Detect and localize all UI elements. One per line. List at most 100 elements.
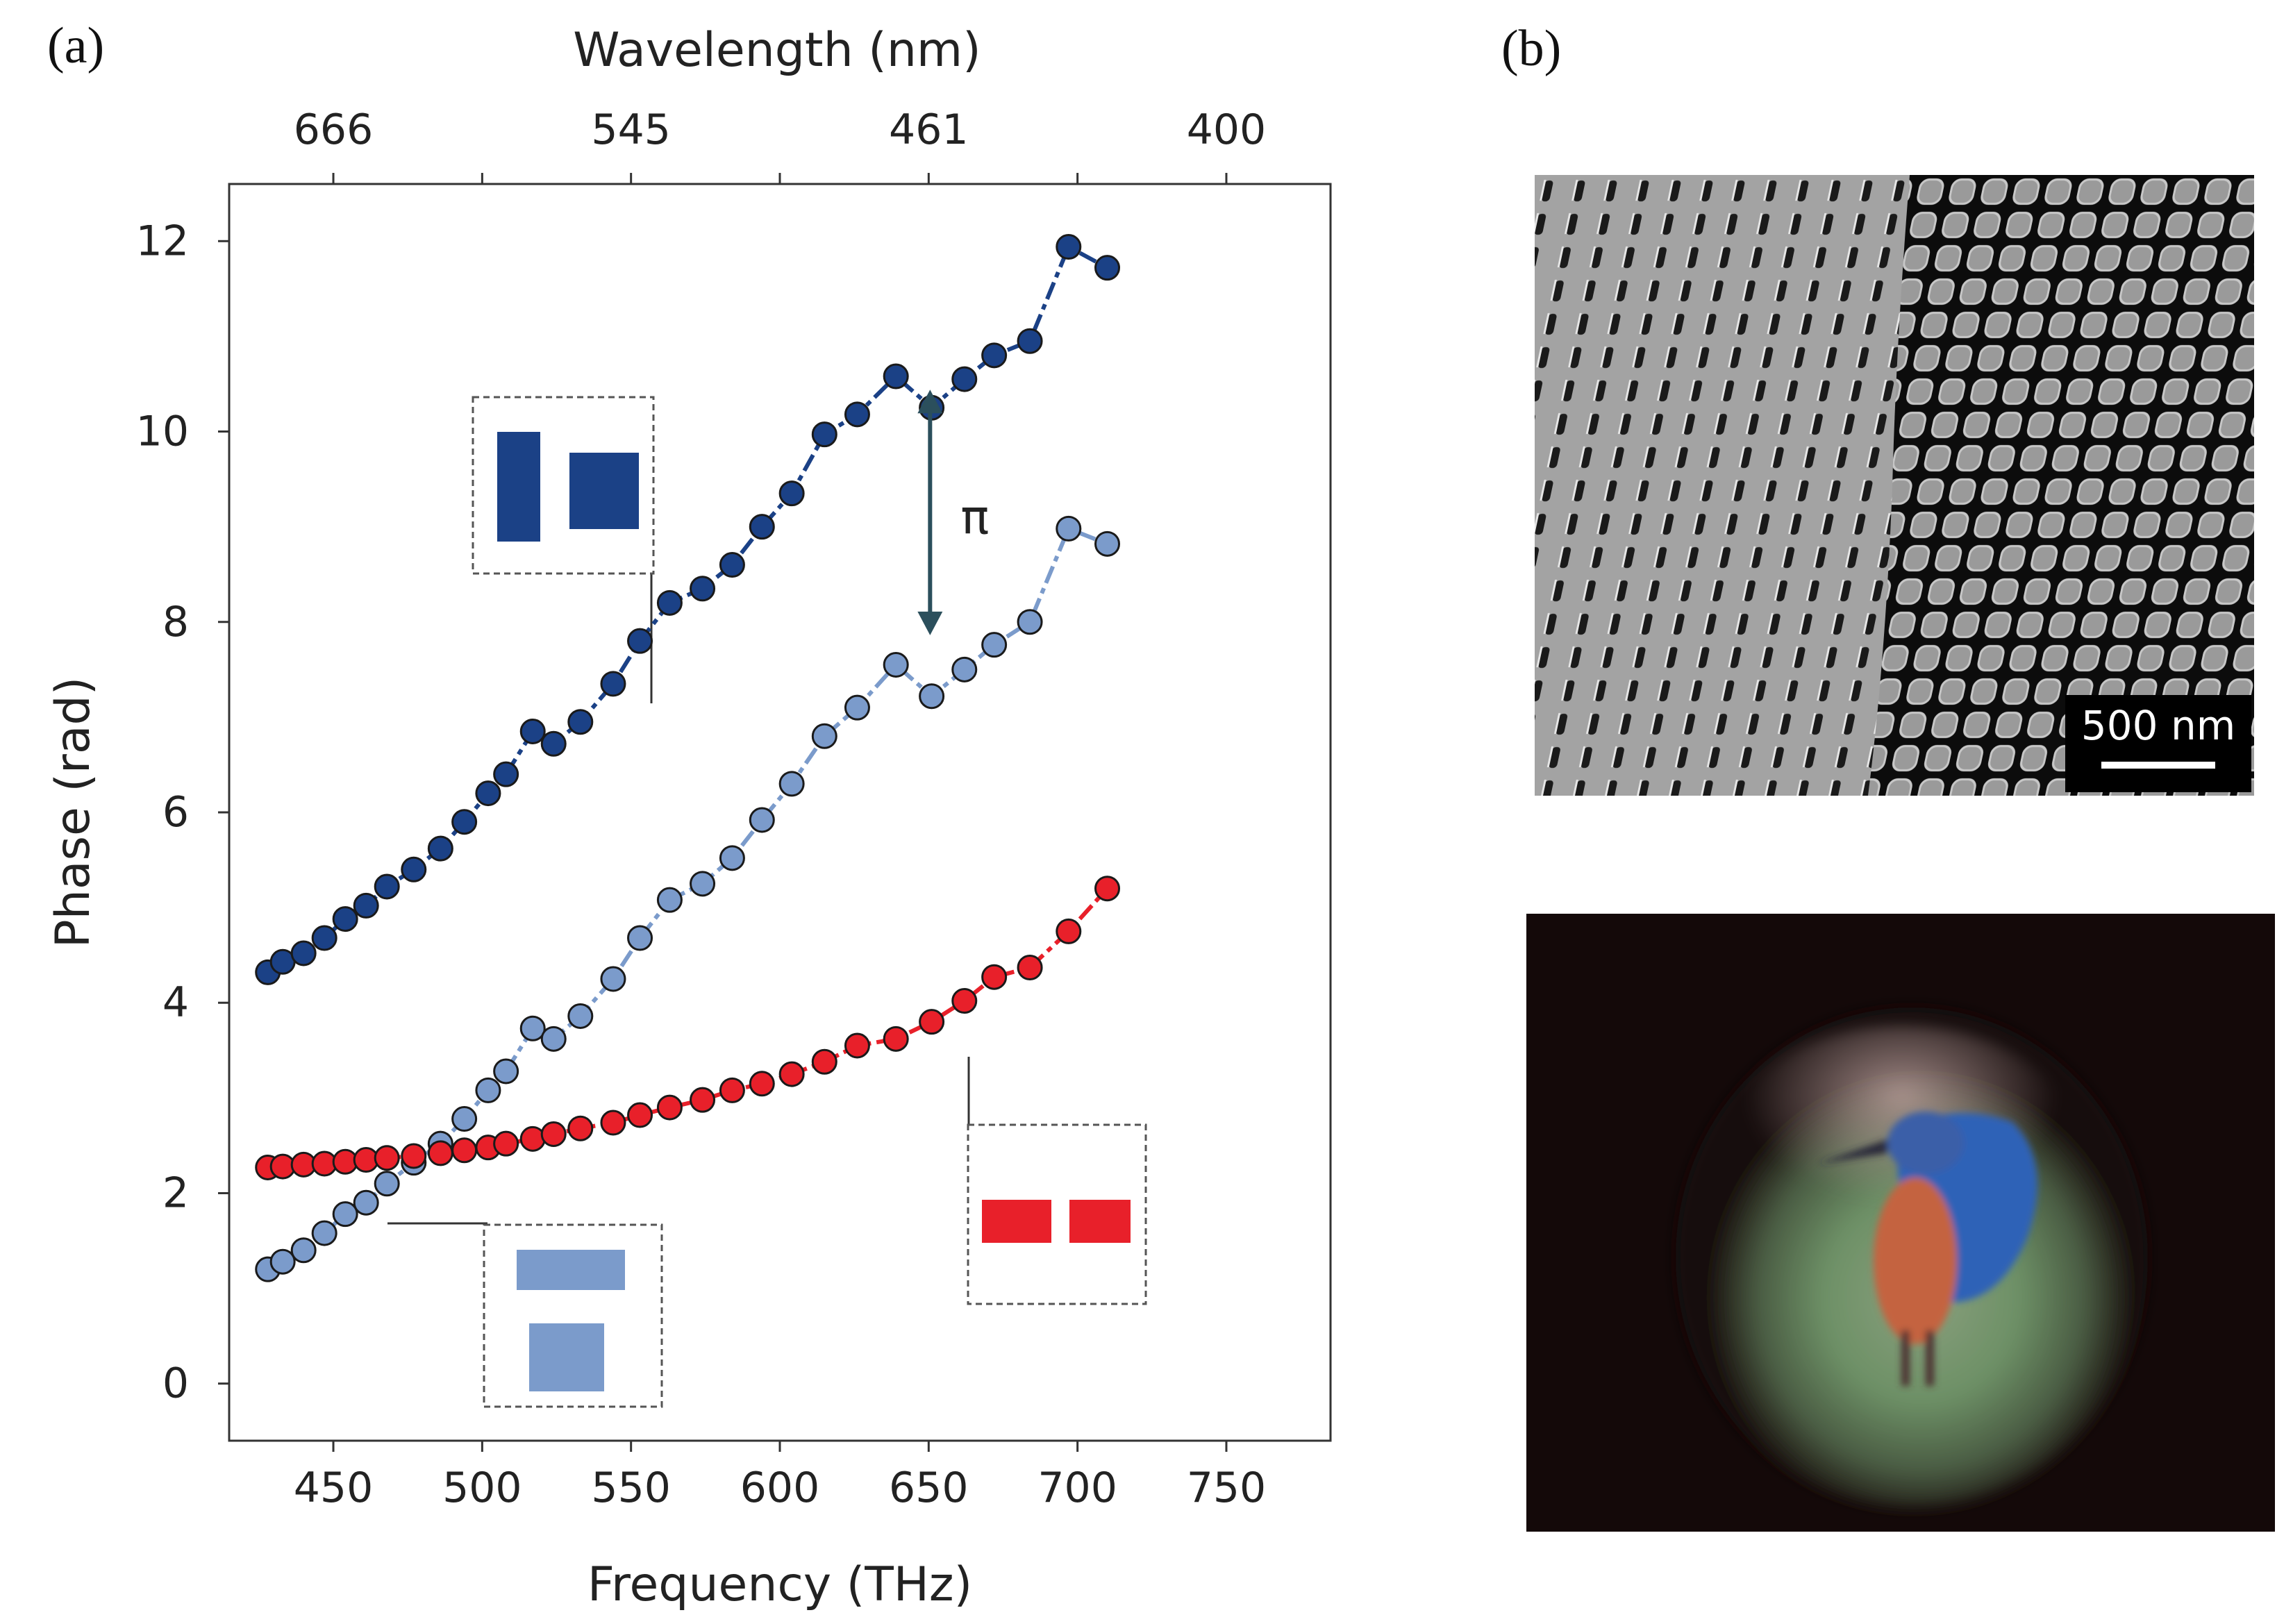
pi-annotation: π: [960, 490, 989, 545]
data-point: [311, 1220, 337, 1246]
x-tick-label: 500: [442, 1464, 522, 1512]
data-point: [1056, 515, 1082, 542]
top-axis-title: Wavelength (nm): [573, 23, 981, 78]
data-point: [1017, 609, 1043, 635]
data-point: [374, 873, 400, 900]
data-point: [719, 845, 745, 871]
data-point: [567, 1003, 594, 1029]
data-point: [690, 1087, 716, 1113]
y-tick-label: 6: [162, 788, 189, 837]
data-point: [844, 1032, 870, 1059]
data-point: [493, 1130, 519, 1157]
top-tick-label: 400: [1187, 106, 1267, 154]
data-point: [567, 1115, 594, 1141]
data-point: [519, 718, 546, 744]
data-point: [427, 1140, 453, 1166]
inset-red-rect-2: [1069, 1200, 1131, 1243]
data-point: [600, 671, 626, 697]
data-point: [690, 871, 716, 897]
data-point: [844, 694, 870, 721]
y-tick-label: 0: [162, 1359, 189, 1408]
data-point: [1017, 328, 1043, 354]
x-tick-label: 650: [889, 1464, 969, 1512]
data-point: [656, 887, 683, 913]
data-point: [883, 1026, 909, 1052]
data-point: [493, 761, 519, 787]
data-point: [290, 1237, 317, 1264]
data-point: [778, 1061, 805, 1087]
scale-bar-label: 500 nm: [2081, 702, 2236, 749]
data-point: [401, 856, 427, 882]
data-point: [951, 988, 978, 1014]
data-point: [844, 401, 870, 428]
y-tick-label: 8: [162, 598, 189, 646]
data-point: [475, 1077, 501, 1103]
data-point: [567, 709, 594, 735]
data-point: [690, 576, 716, 602]
data-point: [981, 342, 1008, 369]
x-tick-label: 700: [1037, 1464, 1117, 1512]
data-point: [451, 1137, 478, 1164]
data-point: [374, 1171, 400, 1197]
data-point: [1094, 255, 1121, 281]
kingfisher-photo: [1526, 914, 2275, 1532]
x-axis-title: Frequency (THz): [587, 1557, 972, 1612]
inset-dark-blue-rect-2: [569, 453, 639, 529]
x-tick-label: 600: [740, 1464, 820, 1512]
data-point: [627, 628, 653, 654]
data-point: [540, 730, 567, 757]
data-point: [719, 551, 745, 578]
data-point: [919, 683, 945, 710]
x-tick-label: 550: [591, 1464, 671, 1512]
data-point: [353, 1189, 379, 1216]
data-point: [1017, 955, 1043, 981]
plot-frame: [228, 183, 1332, 1442]
data-point: [883, 651, 909, 678]
data-point: [374, 1145, 400, 1171]
data-point: [981, 964, 1008, 990]
pi-arrow-head-top: [917, 390, 943, 414]
scale-bar: 500 nm: [2065, 695, 2251, 792]
y-tick-label: 2: [162, 1169, 189, 1217]
data-point: [1094, 876, 1121, 902]
data-point: [1056, 234, 1082, 260]
data-point: [600, 1110, 626, 1136]
inset-light-blue-rect-2: [529, 1323, 604, 1391]
data-point: [451, 1106, 478, 1132]
data-point: [540, 1121, 567, 1147]
top-tick-label: 545: [591, 106, 671, 154]
y-axis-title: Phase (rad): [46, 677, 101, 948]
data-point: [353, 892, 379, 919]
phase-chart: 450 500 550 600 650 700 750 0 2 4 6 8 10 12 666 545 461 4…: [46, 23, 1332, 1612]
data-point: [519, 1015, 546, 1041]
data-point: [311, 925, 337, 951]
data-point: [951, 656, 978, 683]
data-point: [951, 366, 978, 392]
data-point: [627, 1102, 653, 1128]
x-tick-label: 450: [294, 1464, 374, 1512]
data-point: [332, 1201, 358, 1228]
data-point: [811, 723, 837, 749]
data-point: [656, 589, 683, 616]
data-point: [451, 809, 478, 835]
data-point: [749, 1071, 775, 1097]
data-point: [919, 1009, 945, 1035]
y-tick-label: 10: [136, 408, 189, 456]
data-point: [427, 835, 453, 862]
data-point: [332, 906, 358, 932]
data-point: [519, 1125, 546, 1152]
y-tick-label: 12: [136, 217, 189, 265]
data-point: [778, 480, 805, 507]
data-point: [269, 1248, 296, 1275]
data-point: [656, 1094, 683, 1121]
data-point: [1056, 918, 1082, 944]
data-point: [749, 807, 775, 833]
scale-bar-line: [2101, 762, 2215, 769]
top-tick-label: 666: [294, 106, 374, 154]
data-point: [493, 1058, 519, 1085]
data-point: [540, 1026, 567, 1052]
data-point: [719, 1077, 745, 1103]
inset-dark-blue-rect-1: [497, 432, 540, 542]
data-point: [778, 771, 805, 797]
data-point: [600, 966, 626, 992]
